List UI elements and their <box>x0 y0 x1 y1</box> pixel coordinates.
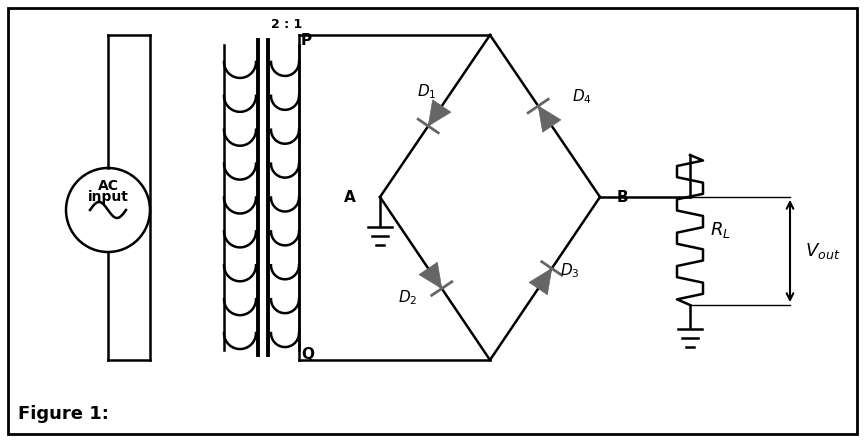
Text: $V_{out}$: $V_{out}$ <box>805 241 841 261</box>
Text: input: input <box>87 190 128 204</box>
Text: 2 : 1: 2 : 1 <box>271 19 302 31</box>
Text: A: A <box>344 190 356 205</box>
Text: $R_L$: $R_L$ <box>710 220 731 240</box>
Text: $D_3$: $D_3$ <box>561 261 580 280</box>
FancyBboxPatch shape <box>8 8 857 434</box>
Text: P: P <box>301 33 312 48</box>
Text: $D_4$: $D_4$ <box>573 87 592 106</box>
Text: $D_2$: $D_2$ <box>398 289 418 307</box>
Polygon shape <box>420 262 442 289</box>
Text: Q: Q <box>301 347 314 362</box>
Polygon shape <box>529 268 552 295</box>
Text: $D_1$: $D_1$ <box>417 82 436 101</box>
Polygon shape <box>538 106 561 132</box>
Polygon shape <box>428 100 451 126</box>
Text: Figure 1:: Figure 1: <box>18 405 109 423</box>
Text: AC: AC <box>98 179 119 193</box>
Text: B: B <box>616 190 628 205</box>
